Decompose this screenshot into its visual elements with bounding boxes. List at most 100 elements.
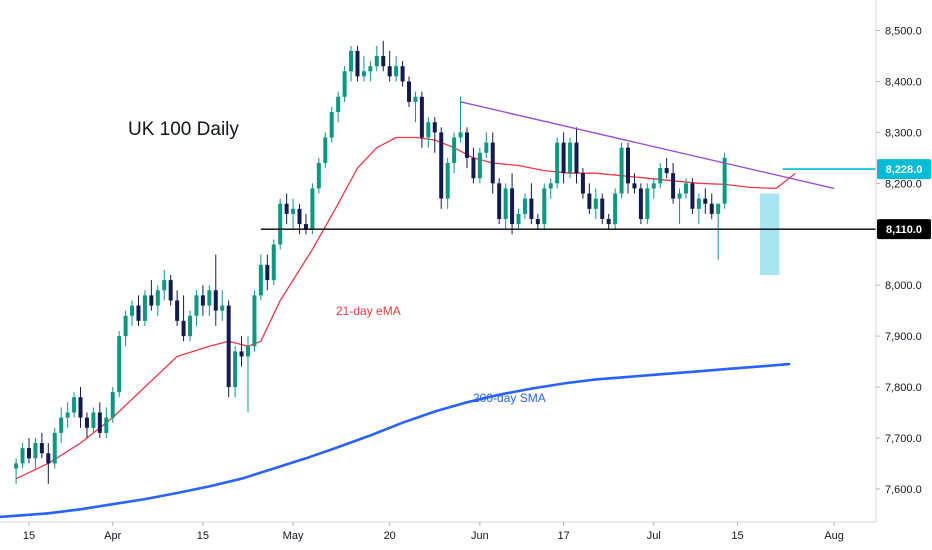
candle (117, 331, 122, 398)
candle (316, 157, 321, 194)
x-tick-label: 20 (384, 530, 396, 542)
candle (336, 91, 341, 123)
y-tick-label: 8,500.0 (885, 26, 922, 38)
candle-body (336, 96, 341, 113)
y-tick-label: 7,800.0 (885, 382, 922, 394)
candle-body (72, 397, 77, 413)
candle (606, 213, 611, 230)
candle-body (252, 295, 257, 347)
candle-body (20, 448, 25, 464)
y-tick-label: 7,900.0 (885, 331, 922, 343)
candle-body (696, 198, 701, 209)
candle (400, 61, 405, 87)
x-tick-label: Apr (104, 530, 121, 542)
x-tick-label: Aug (824, 530, 844, 542)
candle (426, 117, 431, 148)
y-tick-label: 8,400.0 (885, 76, 922, 88)
candle (651, 178, 656, 199)
candle-body (188, 315, 193, 337)
candle (291, 198, 296, 230)
candle-body (303, 224, 308, 230)
candle-body (413, 96, 418, 102)
candle-body (130, 305, 135, 316)
candle-body (200, 295, 205, 306)
candle (355, 45, 360, 82)
candle (696, 193, 701, 225)
candle (638, 183, 643, 225)
candle-body (671, 173, 676, 199)
candle-body (316, 162, 321, 189)
candle (722, 152, 727, 209)
candle (168, 275, 173, 306)
candles (14, 40, 727, 484)
candle (419, 91, 424, 148)
candle (123, 310, 128, 347)
candle-body (529, 198, 534, 219)
candle-body (387, 66, 392, 77)
candle-body (239, 351, 244, 357)
candle-body (703, 198, 708, 204)
last-price-badge-text: 8,228.0 (886, 164, 923, 176)
sma-label: 200-day SMA (473, 391, 546, 405)
candle-body (690, 183, 695, 209)
candle-body (677, 193, 682, 199)
candle-body (33, 443, 38, 459)
candle (303, 213, 308, 235)
candle-body (310, 188, 315, 230)
candle-body (510, 188, 515, 225)
x-tick-label: Jul (647, 530, 661, 542)
candle (284, 193, 289, 225)
candle (104, 407, 109, 438)
candle-body (471, 157, 476, 179)
support-badge-text: 8,110.0 (886, 224, 922, 236)
candle-body (136, 305, 141, 321)
y-tick-label: 8,200.0 (885, 178, 922, 190)
candle-body (658, 168, 663, 184)
last-price-badge-bg (877, 159, 931, 180)
candle-body (342, 71, 347, 97)
candle (175, 290, 180, 326)
candle (213, 254, 218, 326)
candle (632, 173, 637, 194)
candle-body (278, 203, 283, 245)
candle-body (464, 132, 469, 158)
candle (626, 142, 631, 194)
candle (464, 127, 469, 169)
chart-title: UK 100 Daily (128, 119, 239, 140)
candle-body (400, 66, 405, 82)
candle-body (168, 280, 173, 301)
candle (619, 142, 624, 199)
ema-label: 21-day eMA (336, 304, 401, 318)
candle-body (194, 295, 199, 316)
last-price-badge: 8,228.0 (877, 159, 931, 180)
candle (458, 96, 463, 143)
candle (613, 188, 618, 230)
candle (14, 458, 19, 484)
candle-body (123, 315, 128, 337)
candle-body (181, 320, 186, 337)
candle (271, 239, 276, 286)
candle (535, 213, 540, 230)
candle (78, 387, 83, 428)
candle (239, 336, 244, 367)
candle (200, 285, 205, 316)
candle-body (452, 137, 457, 163)
candle-body (117, 336, 122, 393)
candle-body (97, 412, 102, 433)
candle (65, 402, 70, 428)
candle (39, 432, 44, 459)
candle-body (39, 443, 44, 454)
candle-body (271, 244, 276, 281)
candle-body (233, 351, 238, 388)
candle-body (516, 213, 521, 225)
support-badge-bg (877, 219, 931, 240)
candle-body (419, 96, 424, 138)
candle-body (284, 203, 289, 214)
candle-body (265, 264, 270, 281)
candle-body (632, 183, 637, 189)
candle-body (155, 290, 160, 306)
candle-body (59, 417, 64, 433)
candle-body (587, 193, 592, 209)
